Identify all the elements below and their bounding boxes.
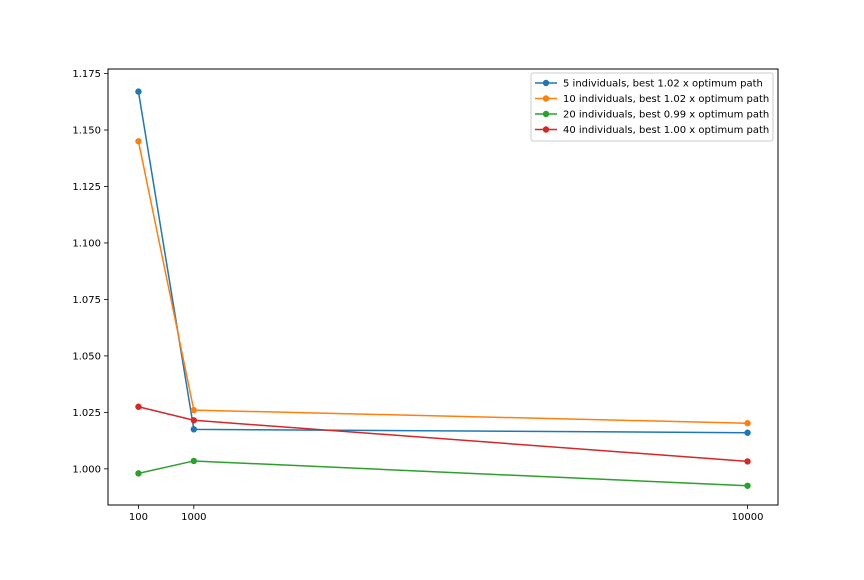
series-1-point	[744, 429, 751, 436]
y-tick-label: 1.025	[72, 408, 101, 419]
legend-label: 40 individuals, best 1.00 x optimum path	[563, 125, 769, 136]
series-4-point	[744, 458, 751, 465]
y-tick-label: 1.000	[72, 464, 101, 475]
x-axis: 100 1000 10000	[129, 505, 764, 523]
series-1-point	[135, 88, 142, 95]
y-tick-label: 1.075	[72, 295, 101, 306]
y-tick-label: 1.150	[72, 125, 101, 136]
legend-swatch-marker	[542, 95, 550, 102]
series-2-point	[190, 406, 198, 414]
x-tick-label: 1000	[181, 512, 206, 523]
y-tick-label: 1.100	[72, 238, 101, 249]
series-4-point	[190, 417, 198, 424]
y-tick-label: 1.175	[72, 69, 101, 80]
legend: 5 individuals, best 1.02 x optimum path 1…	[530, 72, 774, 142]
series-2-point	[135, 138, 142, 145]
series-3-point	[190, 457, 198, 465]
legend-label: 5 individuals, best 1.02 x optimum path	[563, 79, 763, 90]
x-tick-label: 100	[129, 512, 148, 523]
legend-swatch-marker	[542, 110, 550, 118]
series-2-point	[744, 420, 751, 427]
series-lines	[135, 88, 751, 489]
series-4-point	[135, 403, 142, 410]
x-tick-label: 10000	[732, 512, 764, 523]
legend-label: 10 individuals, best 1.02 x optimum path	[563, 94, 769, 105]
series-3-point	[744, 482, 751, 489]
legend-box	[530, 72, 774, 142]
legend-swatch-marker	[542, 79, 550, 87]
legend-swatch-marker	[542, 126, 550, 133]
y-tick-label: 1.125	[72, 182, 101, 193]
y-axis: 1.000 1.025 1.050 1.075 1.100 1.125 1.150 1.175	[72, 69, 108, 475]
y-tick-label: 1.050	[72, 351, 101, 362]
series-1-point	[190, 426, 198, 433]
legend-label: 20 individuals, best 0.99 x optimum path	[563, 110, 769, 121]
series-3-point	[135, 470, 142, 477]
